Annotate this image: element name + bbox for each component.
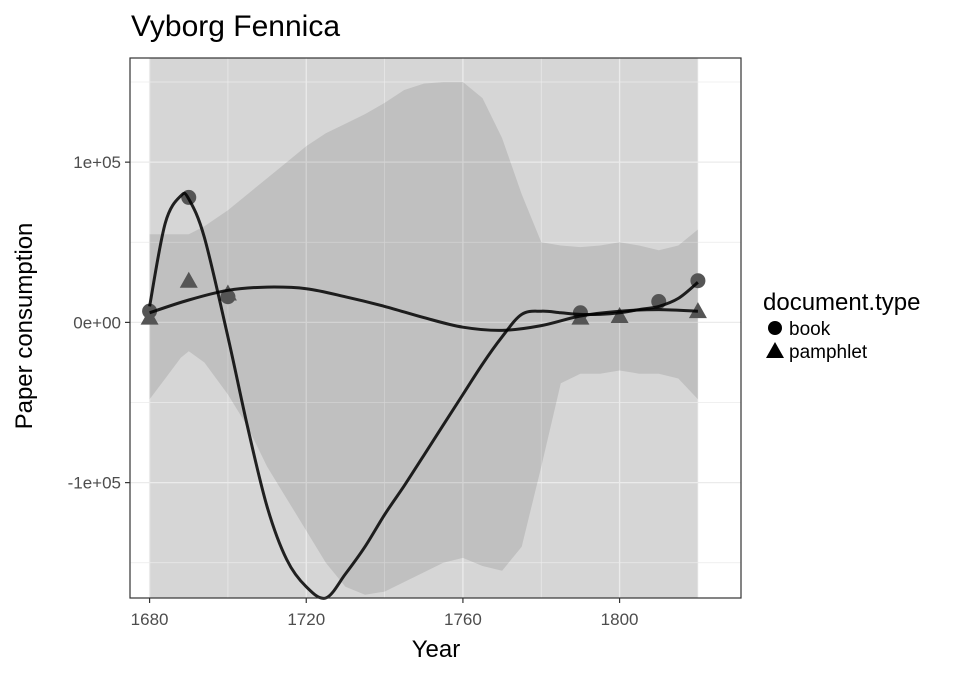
point-pamphlet <box>610 306 629 323</box>
legend-label-book: book <box>789 319 831 340</box>
point-pamphlet <box>140 308 159 325</box>
plot-panel <box>129 57 742 600</box>
smooth-line-pamphlet <box>149 285 698 332</box>
legend-title: document.type <box>763 289 920 316</box>
chart-title: Vyborg Fennica <box>131 10 340 43</box>
point-pamphlet <box>179 271 198 288</box>
y-tick-label: 1e+05 <box>73 153 121 172</box>
x-axis-title: Year <box>412 636 461 663</box>
confidence-ribbon-book <box>149 82 698 595</box>
grid-lines <box>130 58 741 598</box>
legend-label-pamphlet: pamphlet <box>789 342 868 363</box>
panel-border <box>129 57 742 599</box>
y-axis: 1e+05 0e+00 -1e+05 <box>68 153 130 493</box>
legend-triangle-symbol <box>766 342 784 358</box>
legend-circle-symbol <box>768 321 782 335</box>
x-tick-label: 1720 <box>287 610 325 629</box>
y-tick-label: 0e+00 <box>73 313 121 332</box>
x-tick-label: 1680 <box>131 610 169 629</box>
smooth-lines <box>148 191 699 600</box>
x-tick-label: 1760 <box>444 610 482 629</box>
point-pamphlet <box>218 284 237 301</box>
legend: document.type book pamphlet <box>763 289 920 363</box>
x-axis: 1680 1720 1760 1800 <box>131 598 639 629</box>
x-tick-label: 1800 <box>601 610 639 629</box>
y-tick-label: -1e+05 <box>68 474 121 493</box>
legend-item-book: book <box>768 319 831 340</box>
legend-item-pamphlet: pamphlet <box>766 342 868 363</box>
shaded-range-background <box>149 58 698 598</box>
confidence-ribbons <box>149 82 698 595</box>
y-axis-title: Paper consumption <box>11 223 38 430</box>
